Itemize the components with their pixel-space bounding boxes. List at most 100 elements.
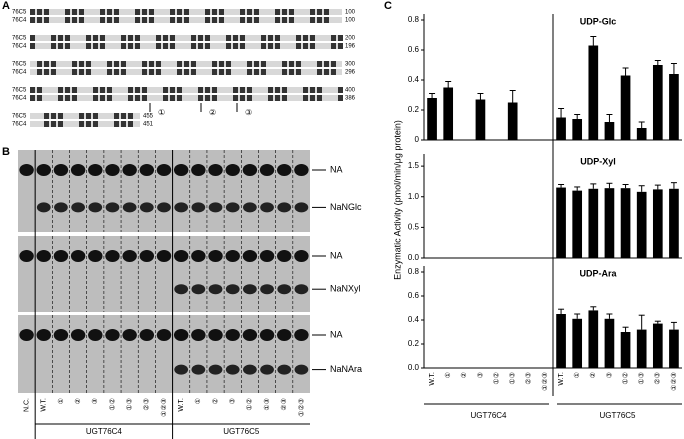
identity-block (65, 87, 70, 93)
spot (105, 164, 120, 176)
sequence-end: 386 (345, 96, 356, 102)
y-tick-label: 0.5 (408, 222, 420, 231)
spot (225, 202, 240, 213)
identity-block (142, 87, 147, 93)
identity-block (184, 69, 189, 75)
sequence-name: 76C4 (12, 18, 27, 24)
spot (54, 202, 68, 213)
identity-block (261, 69, 266, 75)
identity-block (114, 113, 119, 119)
spot (191, 250, 206, 262)
identity-block (191, 61, 196, 67)
spot (243, 202, 257, 213)
lane-label: ②③ (280, 398, 288, 411)
spot (243, 284, 257, 295)
bar (475, 99, 486, 140)
bar (636, 191, 647, 258)
identity-block (114, 69, 119, 75)
spot (259, 250, 275, 262)
identity-block (205, 43, 210, 49)
spot (242, 250, 258, 262)
band-label: NaNXyl (330, 284, 361, 294)
identity-block (177, 95, 182, 101)
identity-block (100, 95, 105, 101)
identity-block (37, 87, 42, 93)
x-tick-label: W.T. (558, 372, 565, 386)
sequence-strip (30, 95, 342, 101)
y-tick-label: 1.5 (408, 161, 420, 170)
identity-block (254, 69, 259, 75)
spot (36, 250, 51, 262)
identity-block (247, 95, 252, 101)
identity-block (324, 9, 329, 15)
band-label: NaNAra (330, 364, 362, 374)
lane-label: ③ (229, 398, 237, 404)
identity-block (177, 61, 182, 67)
identity-block (317, 61, 322, 67)
spot (174, 202, 189, 213)
identity-block (86, 43, 91, 49)
identity-block (37, 9, 42, 15)
spot (173, 329, 189, 341)
identity-block (114, 121, 119, 127)
identity-block (303, 35, 308, 41)
identity-block (135, 87, 140, 93)
spot (122, 202, 137, 213)
identity-block (107, 9, 112, 15)
identity-block (65, 9, 70, 15)
identity-block (72, 17, 77, 23)
lane-label: ① (57, 398, 65, 404)
y-axis-label: Enzymatic Activity (pmol/min/μg protein) (392, 120, 402, 280)
identity-block (37, 17, 42, 23)
identity-block (289, 9, 294, 15)
identity-block (114, 17, 119, 23)
sequence-end: 400 (345, 88, 356, 94)
identity-block (128, 43, 133, 49)
band-label: NA (330, 164, 343, 174)
identity-block (198, 43, 203, 49)
panel-label: A (2, 0, 10, 12)
identity-block (212, 95, 217, 101)
bar (636, 329, 647, 368)
identity-block (128, 95, 133, 101)
identity-block (282, 69, 287, 75)
gel-image (18, 236, 310, 312)
group-label: UGT76C4 (470, 411, 507, 420)
identity-block (282, 61, 287, 67)
band-label: NA (330, 329, 343, 339)
bar (556, 187, 566, 258)
lane-label: ③ (91, 398, 99, 404)
identity-block (240, 17, 245, 23)
identity-block (44, 9, 49, 15)
identity-block (30, 17, 35, 23)
sequence-strip (30, 43, 342, 49)
identity-block (135, 17, 140, 23)
spot (53, 164, 69, 176)
sequence-end: 100 (345, 18, 356, 24)
identity-block (121, 113, 126, 119)
identity-block (205, 17, 210, 23)
identity-block (177, 17, 182, 23)
panel-label: C (384, 0, 392, 12)
panel-label: B (2, 146, 10, 158)
identity-block (58, 43, 63, 49)
bar (620, 188, 631, 258)
spot (105, 250, 120, 262)
spot (208, 284, 223, 295)
identity-block (142, 69, 147, 75)
identity-block (317, 9, 322, 15)
x-tick-label: ①②③ (670, 372, 678, 391)
spot (36, 329, 51, 341)
identity-block (338, 95, 343, 101)
identity-block (317, 87, 322, 93)
spot (225, 164, 240, 176)
identity-block (93, 35, 98, 41)
spot (70, 164, 86, 176)
identity-block (205, 9, 210, 15)
identity-block (219, 17, 224, 23)
identity-block (51, 69, 56, 75)
identity-block (149, 61, 154, 67)
identity-block (128, 113, 133, 119)
identity-block (135, 43, 140, 49)
identity-block (107, 17, 112, 23)
